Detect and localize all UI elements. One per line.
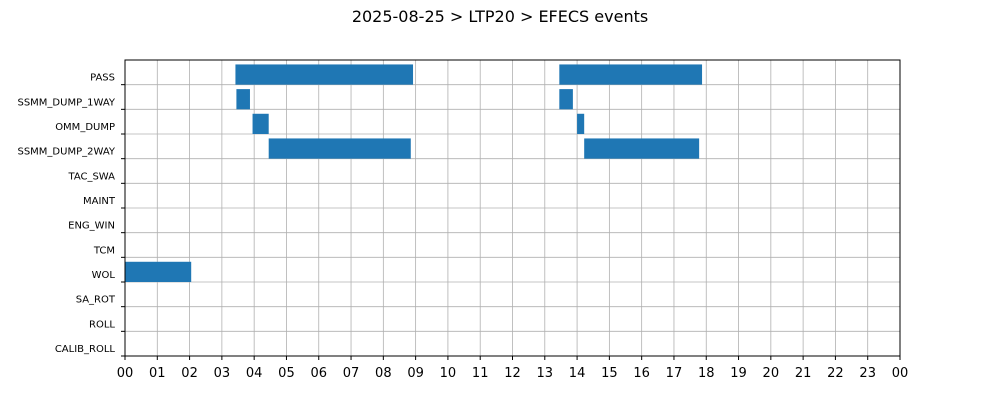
y-tick-label: SSMM_DUMP_1WAY: [17, 97, 115, 108]
x-tick-label: 12: [504, 366, 521, 381]
x-tick-label: 16: [633, 366, 650, 381]
y-tick-label: WOL: [92, 270, 116, 281]
x-axis-labels: 00 01 02 03 04 05 06 07 08 09 10 11 12 13 14 15 16 17 18 19…: [117, 356, 909, 381]
event-bar: [252, 113, 269, 134]
event-bar: [584, 138, 700, 159]
x-tick-label: 02: [181, 366, 198, 381]
event-bar: [559, 64, 703, 85]
y-tick-label: ROLL: [89, 319, 115, 330]
y-tick-label: MAINT: [83, 196, 116, 207]
x-tick-label: 18: [698, 366, 715, 381]
event-bar: [577, 113, 585, 134]
x-tick-label: 13: [537, 366, 554, 381]
x-tick-label: 04: [246, 366, 263, 381]
event-bar: [268, 138, 411, 159]
event-bar: [125, 261, 192, 282]
event-bar: [235, 64, 414, 85]
x-tick-label: 14: [569, 366, 586, 381]
y-tick-label: ENG_WIN: [68, 221, 115, 232]
y-tick-label: CALIB_ROLL: [55, 344, 116, 355]
x-tick-label: 09: [407, 366, 424, 381]
y-tick-label: PASS: [90, 73, 115, 84]
x-tick-label: 01: [149, 366, 166, 381]
y-tick-label: OMM_DUMP: [55, 122, 115, 133]
x-tick-label: 23: [859, 366, 876, 381]
x-tick-label: 17: [666, 366, 683, 381]
x-tick-label: 10: [440, 366, 457, 381]
x-tick-label: 22: [827, 366, 844, 381]
y-tick-label: SA_ROT: [76, 295, 116, 306]
x-tick-label: 03: [214, 366, 231, 381]
x-tick-label: 15: [601, 366, 618, 381]
x-tick-label: 00: [892, 366, 909, 381]
x-tick-label: 05: [278, 366, 295, 381]
y-tick-label: TAC_SWA: [67, 171, 115, 182]
y-tick-label: TCM: [93, 245, 115, 256]
x-tick-label: 08: [375, 366, 392, 381]
event-bar: [559, 89, 573, 110]
y-axis-labels: PASS SSMM_DUMP_1WAY OMM_DUMP SSMM_DUMP_2WAY…: [17, 73, 125, 357]
x-tick-label: 11: [472, 366, 489, 381]
x-tick-label: 19: [730, 366, 747, 381]
x-tick-label: 00: [117, 366, 134, 381]
event-bar: [236, 89, 250, 110]
x-tick-label: 20: [763, 366, 780, 381]
x-tick-label: 21: [795, 366, 812, 381]
x-tick-label: 07: [343, 366, 360, 381]
x-tick-label: 06: [310, 366, 327, 381]
y-tick-label: SSMM_DUMP_2WAY: [17, 147, 115, 158]
chart-title: 2025-08-25 > LTP20 > EFECS events: [352, 7, 648, 26]
event-bars: [125, 64, 703, 282]
